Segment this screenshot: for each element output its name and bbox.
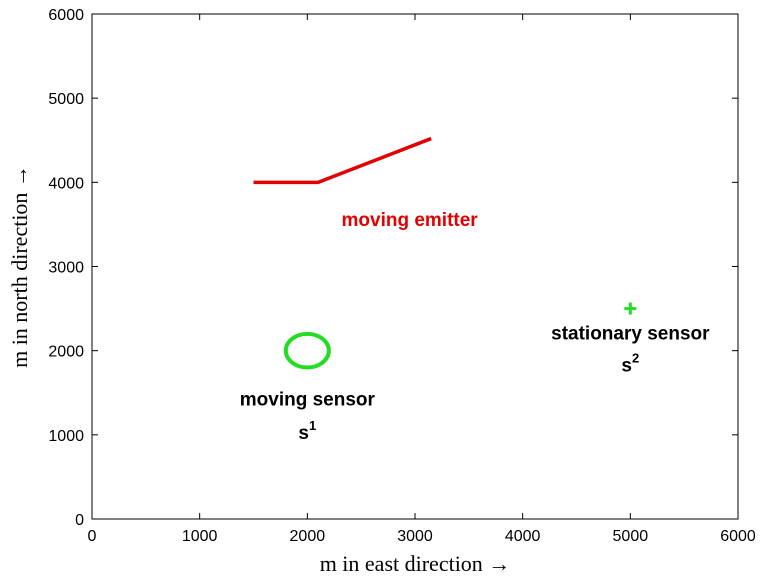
y-tick-label: 0 — [75, 512, 84, 529]
x-tick-label: 5000 — [613, 528, 649, 545]
x-tick-label: 3000 — [397, 528, 433, 545]
x-tick-label: 6000 — [720, 528, 756, 545]
y-tick-label: 5000 — [48, 91, 84, 108]
y-tick-label: 3000 — [48, 260, 84, 277]
chart-marks — [253, 136, 637, 370]
emitter-line — [253, 136, 432, 185]
y-tick-label: 1000 — [48, 428, 84, 445]
x-axis-label: m in east direction → — [320, 551, 511, 576]
stationary-sensor-label: stationary sensor — [551, 324, 710, 345]
stationary-sensor-marker — [624, 302, 637, 315]
y-tick-label: 6000 — [48, 7, 84, 24]
y-tick-label: 2000 — [48, 344, 84, 361]
moving-sensor-symbol: s1 — [298, 418, 316, 444]
x-tick-label: 2000 — [290, 528, 326, 545]
y-tick-label: 4000 — [48, 175, 84, 192]
emitter-label: moving emitter — [342, 210, 479, 231]
chart-annotations: moving emitter moving sensor s1 stationary … — [240, 210, 710, 444]
x-tick-label: 1000 — [182, 528, 218, 545]
plot-area — [91, 13, 739, 520]
axis-tick-labels: 0 1000 2000 3000 4000 5000 6000 0 1000 2000 3000 40… — [48, 7, 755, 545]
y-axis-label: m in north direction → — [7, 165, 32, 368]
stationary-sensor-symbol: s2 — [621, 351, 639, 377]
moving-sensor-label: moving sensor — [240, 389, 376, 410]
x-tick-label: 4000 — [505, 528, 541, 545]
x-tick-label: 0 — [88, 528, 97, 545]
moving-sensor-path-ellipse — [283, 331, 331, 370]
axis-ticks — [91, 13, 739, 520]
